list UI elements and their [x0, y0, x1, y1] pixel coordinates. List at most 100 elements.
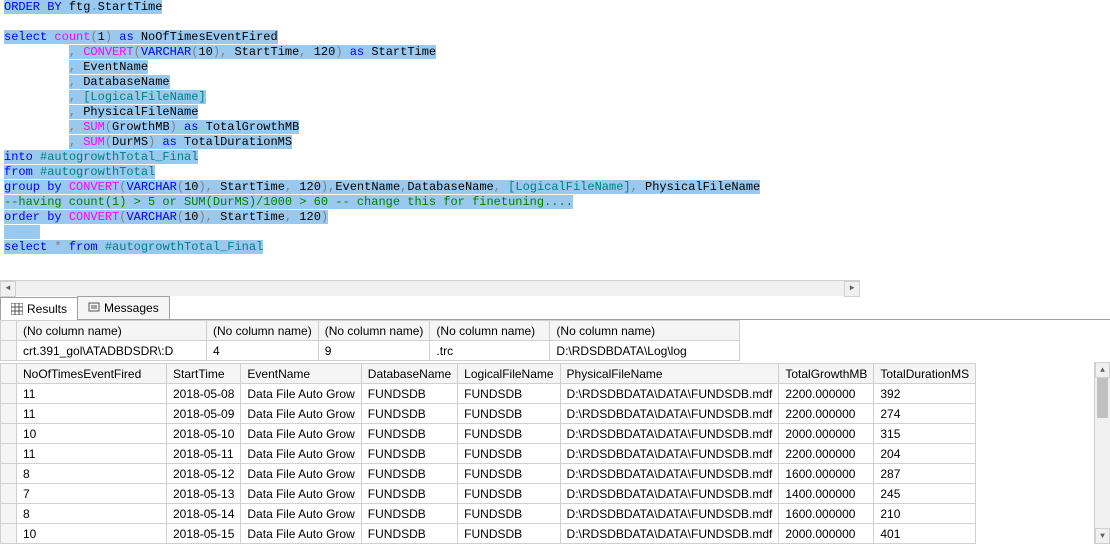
- cell[interactable]: FUNDSDB: [458, 484, 560, 504]
- cell[interactable]: Data File Auto Grow: [241, 384, 361, 404]
- cell[interactable]: Data File Auto Grow: [241, 444, 361, 464]
- cell[interactable]: FUNDSDB: [458, 504, 560, 524]
- cell[interactable]: FUNDSDB: [361, 384, 457, 404]
- cell[interactable]: D:\RDSDBDATA\Log\log: [550, 341, 740, 361]
- tab-results[interactable]: Results: [0, 297, 78, 320]
- cell[interactable]: 2018-05-14: [167, 504, 241, 524]
- cell[interactable]: D:\RDSDBDATA\DATA\FUNDSDB.mdf: [560, 464, 779, 484]
- cell[interactable]: 401: [874, 524, 976, 544]
- row-header[interactable]: [1, 464, 17, 484]
- column-header[interactable]: (No column name): [550, 321, 740, 341]
- column-header[interactable]: PhysicalFileName: [560, 364, 779, 384]
- cell[interactable]: 204: [874, 444, 976, 464]
- cell[interactable]: 210: [874, 504, 976, 524]
- cell[interactable]: 2200.000000: [779, 384, 874, 404]
- cell[interactable]: FUNDSDB: [361, 484, 457, 504]
- cell[interactable]: 315: [874, 424, 976, 444]
- cell[interactable]: FUNDSDB: [458, 524, 560, 544]
- column-header[interactable]: StartTime: [167, 364, 241, 384]
- cell[interactable]: FUNDSDB: [458, 444, 560, 464]
- cell[interactable]: 2000.000000: [779, 424, 874, 444]
- column-header[interactable]: (No column name): [318, 321, 430, 341]
- cell[interactable]: D:\RDSDBDATA\DATA\FUNDSDB.mdf: [560, 504, 779, 524]
- row-header[interactable]: [1, 444, 17, 464]
- tab-messages[interactable]: Messages: [77, 296, 170, 319]
- results-grid-1[interactable]: (No column name)(No column name)(No colu…: [0, 320, 740, 361]
- cell[interactable]: FUNDSDB: [458, 464, 560, 484]
- row-header-corner[interactable]: [1, 364, 17, 384]
- column-header[interactable]: EventName: [241, 364, 361, 384]
- cell[interactable]: 1600.000000: [779, 464, 874, 484]
- scroll-right-icon[interactable]: ►: [844, 281, 860, 297]
- column-header[interactable]: (No column name): [207, 321, 319, 341]
- cell[interactable]: 10: [17, 424, 167, 444]
- cell[interactable]: 11: [17, 404, 167, 424]
- column-header[interactable]: LogicalFileName: [458, 364, 560, 384]
- scroll-up-icon[interactable]: ▲: [1095, 362, 1110, 378]
- row-header[interactable]: [1, 504, 17, 524]
- cell[interactable]: 2018-05-11: [167, 444, 241, 464]
- cell[interactable]: 2018-05-13: [167, 484, 241, 504]
- column-header[interactable]: DatabaseName: [361, 364, 457, 384]
- cell[interactable]: 9: [318, 341, 430, 361]
- cell[interactable]: 4: [207, 341, 319, 361]
- cell[interactable]: 274: [874, 404, 976, 424]
- results-v-scrollbar[interactable]: ▲ ▼: [1094, 362, 1110, 544]
- cell[interactable]: D:\RDSDBDATA\DATA\FUNDSDB.mdf: [560, 384, 779, 404]
- cell[interactable]: 8: [17, 464, 167, 484]
- editor-h-scrollbar[interactable]: ◄ ►: [0, 280, 860, 296]
- cell[interactable]: 1600.000000: [779, 504, 874, 524]
- cell[interactable]: 11: [17, 384, 167, 404]
- cell[interactable]: 2018-05-08: [167, 384, 241, 404]
- cell[interactable]: D:\RDSDBDATA\DATA\FUNDSDB.mdf: [560, 524, 779, 544]
- cell[interactable]: FUNDSDB: [458, 384, 560, 404]
- cell[interactable]: 245: [874, 484, 976, 504]
- scroll-left-icon[interactable]: ◄: [0, 281, 16, 297]
- cell[interactable]: 2018-05-15: [167, 524, 241, 544]
- cell[interactable]: FUNDSDB: [458, 404, 560, 424]
- cell[interactable]: 287: [874, 464, 976, 484]
- cell[interactable]: Data File Auto Grow: [241, 424, 361, 444]
- cell[interactable]: FUNDSDB: [361, 424, 457, 444]
- cell[interactable]: .trc: [430, 341, 550, 361]
- cell[interactable]: FUNDSDB: [361, 524, 457, 544]
- row-header[interactable]: [1, 404, 17, 424]
- row-header[interactable]: [1, 484, 17, 504]
- cell[interactable]: 392: [874, 384, 976, 404]
- sql-editor[interactable]: ORDER BY ftg.StartTime select count(1) a…: [0, 0, 860, 280]
- cell[interactable]: 2018-05-10: [167, 424, 241, 444]
- cell[interactable]: D:\RDSDBDATA\DATA\FUNDSDB.mdf: [560, 404, 779, 424]
- cell[interactable]: 2000.000000: [779, 524, 874, 544]
- row-header[interactable]: [1, 384, 17, 404]
- cell[interactable]: 2018-05-09: [167, 404, 241, 424]
- cell[interactable]: Data File Auto Grow: [241, 464, 361, 484]
- cell[interactable]: FUNDSDB: [458, 424, 560, 444]
- cell[interactable]: D:\RDSDBDATA\DATA\FUNDSDB.mdf: [560, 484, 779, 504]
- column-header[interactable]: (No column name): [430, 321, 550, 341]
- cell[interactable]: 8: [17, 504, 167, 524]
- cell[interactable]: crt.391_gol\ATADBDSDR\:D: [17, 341, 207, 361]
- cell[interactable]: 1400.000000: [779, 484, 874, 504]
- results-grid-2[interactable]: NoOfTimesEventFiredStartTimeEventNameDat…: [0, 363, 976, 544]
- cell[interactable]: Data File Auto Grow: [241, 504, 361, 524]
- cell[interactable]: D:\RDSDBDATA\DATA\FUNDSDB.mdf: [560, 424, 779, 444]
- row-header[interactable]: [1, 341, 17, 361]
- cell[interactable]: Data File Auto Grow: [241, 484, 361, 504]
- scroll-down-icon[interactable]: ▼: [1095, 528, 1110, 544]
- cell[interactable]: 10: [17, 524, 167, 544]
- cell[interactable]: FUNDSDB: [361, 464, 457, 484]
- cell[interactable]: Data File Auto Grow: [241, 524, 361, 544]
- cell[interactable]: FUNDSDB: [361, 404, 457, 424]
- cell[interactable]: 7: [17, 484, 167, 504]
- cell[interactable]: 2200.000000: [779, 404, 874, 424]
- column-header[interactable]: NoOfTimesEventFired: [17, 364, 167, 384]
- column-header[interactable]: TotalGrowthMB: [779, 364, 874, 384]
- cell[interactable]: 11: [17, 444, 167, 464]
- cell[interactable]: 2018-05-12: [167, 464, 241, 484]
- cell[interactable]: FUNDSDB: [361, 444, 457, 464]
- column-header[interactable]: (No column name): [17, 321, 207, 341]
- cell[interactable]: FUNDSDB: [361, 504, 457, 524]
- cell[interactable]: Data File Auto Grow: [241, 404, 361, 424]
- row-header[interactable]: [1, 424, 17, 444]
- column-header[interactable]: TotalDurationMS: [874, 364, 976, 384]
